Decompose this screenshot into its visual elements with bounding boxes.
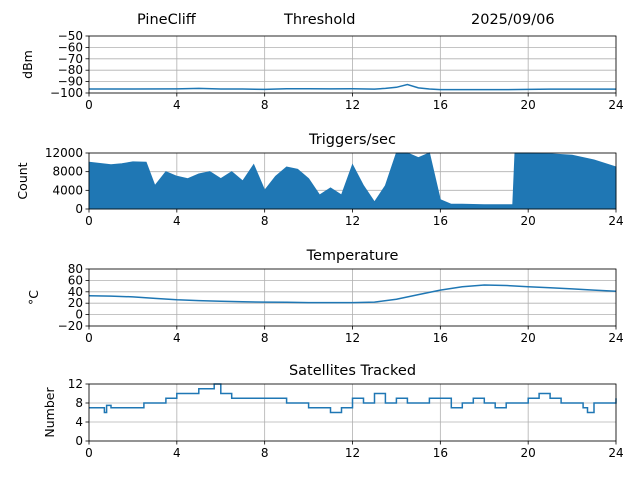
panel4-x-tick-label: 0 [85,446,93,460]
panel4-y-axis-label: Number [42,387,57,438]
panel4-x-tick-label: 12 [345,446,360,460]
panel4-x-tick-label: 16 [433,446,448,460]
header-date: 2025/09/06 [471,12,555,28]
panel3-y-tick-label: 40 [68,285,83,299]
panel4-series-line [89,383,617,414]
panel1-x-tick-label: 20 [521,98,536,112]
panel4-y-tick-label: 12 [68,377,83,391]
panel3-x-tick-label: 20 [521,331,536,345]
panel1-x-tick-label: 0 [85,98,93,112]
panel3-y-tick-label: −20 [58,319,83,333]
panel2-title: Triggers/sec [308,132,396,148]
panel3-x-tick-label: 8 [261,331,269,345]
header-parameter: Threshold [284,12,356,28]
panel2-x-tick-label: 4 [173,214,181,228]
panel3-y-axis-label: °C [26,290,41,305]
panel1-y-tick-label: −50 [58,29,83,43]
panel4-x-tick-label: 4 [173,446,181,460]
panel4-x-tick-label: 24 [608,446,623,460]
panel4-x-tick-label: 20 [521,446,536,460]
panel1-y-tick-label: −90 [58,75,83,89]
panel3-x-tick-label: 4 [173,331,181,345]
panel1-x-tick-label: 24 [608,98,623,112]
panel2-y-axis-label: Count [15,162,30,199]
panel1-y-axis-label: dBm [20,50,35,79]
panel4-y-tick-label: 4 [75,415,83,429]
panel3-y-tick-label: 80 [68,262,83,276]
panel3-x-tick-label: 16 [433,331,448,345]
panel3-series-line [88,284,617,304]
panel3-x-tick-label: 0 [85,331,93,345]
panel1-y-tick-label: −100 [50,86,83,100]
panel1-x-tick-label: 16 [433,98,448,112]
panel2-x-tick-label: 12 [345,214,360,228]
panel1-y-tick-label: −60 [58,40,83,54]
panel2-x-tick-label: 16 [433,214,448,228]
panel4-title: Satellites Tracked [289,363,416,379]
panel1-series-line [89,83,616,91]
panel2-x-tick-label: 24 [608,214,623,228]
panel3-y-tick-label: 20 [68,296,83,310]
panel4-x-tick-label: 8 [261,446,269,460]
panel3-y-tick-label: 60 [68,273,83,287]
panel3-y-tick-label: 0 [75,308,83,322]
panel1-x-tick-label: 8 [261,98,269,112]
panel3-x-tick-label: 24 [608,331,623,345]
panel2-x-tick-label: 0 [85,214,93,228]
panel4-y-tick-label: 8 [75,396,83,410]
panel1-x-tick-label: 4 [173,98,181,112]
panel2-y-tick-label: 12000 [45,146,83,160]
panel2-y-tick-label: 4000 [52,183,83,197]
panel4-y-tick-label: 0 [75,434,83,448]
panel2-y-tick-label: 8000 [52,165,83,179]
panel3-title: Temperature [306,248,399,264]
header-station: PineCliff [137,12,196,28]
panel1-x-tick-label: 12 [345,98,360,112]
panel3-x-tick-label: 12 [345,331,360,345]
panel1-y-tick-label: −80 [58,63,83,77]
panel2-x-tick-label: 8 [261,214,269,228]
panel2-y-tick-label: 0 [75,202,83,216]
panel1-y-tick-label: −70 [58,52,83,66]
panel2-x-tick-label: 20 [521,214,536,228]
